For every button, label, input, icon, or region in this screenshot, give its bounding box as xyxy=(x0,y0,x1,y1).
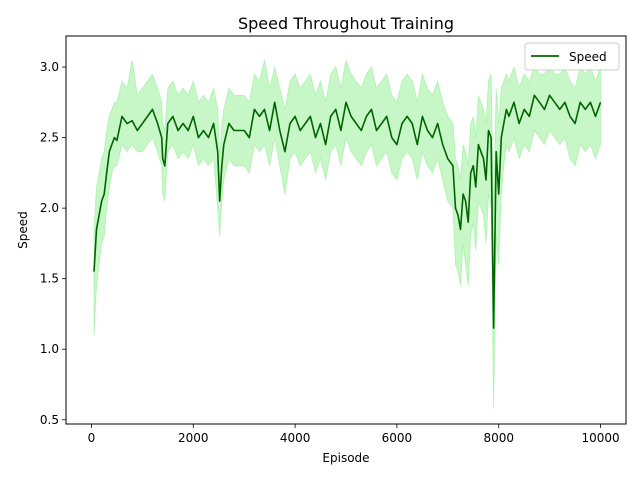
legend-frame xyxy=(524,42,620,71)
x-tick-label: 2000 xyxy=(178,431,209,445)
x-axis: 0 2000 4000 6000 8000 10000 xyxy=(88,424,620,445)
y-tick-label: 2.5 xyxy=(40,131,59,145)
y-tick-label: 0.5 xyxy=(40,413,59,427)
y-tick-label: 2.0 xyxy=(40,201,59,215)
confidence-band-layer xyxy=(93,58,601,409)
plot-frame xyxy=(65,35,627,425)
chart-title: Speed Throughout Training xyxy=(238,14,454,33)
y-axis-label: Speed xyxy=(16,211,30,249)
legend-label-speed: Speed xyxy=(569,50,607,64)
x-tick-label: 10000 xyxy=(581,431,619,445)
legend: Speed xyxy=(524,42,620,71)
speed-series-line xyxy=(93,94,602,329)
y-axis: 0.5 1.0 1.5 2.0 2.5 3.0 xyxy=(40,60,66,427)
x-tick-label: 0 xyxy=(88,431,96,445)
y-tick-label: 3.0 xyxy=(40,60,59,74)
x-tick-label: 6000 xyxy=(382,431,413,445)
y-tick-label: 1.5 xyxy=(40,272,59,286)
speed-confidence-band xyxy=(93,58,601,409)
x-tick-label: 4000 xyxy=(280,431,311,445)
x-axis-label: Episode xyxy=(322,451,369,465)
x-tick-label: 8000 xyxy=(483,431,514,445)
series-line-layer xyxy=(93,94,602,329)
y-tick-label: 1.0 xyxy=(40,342,59,356)
